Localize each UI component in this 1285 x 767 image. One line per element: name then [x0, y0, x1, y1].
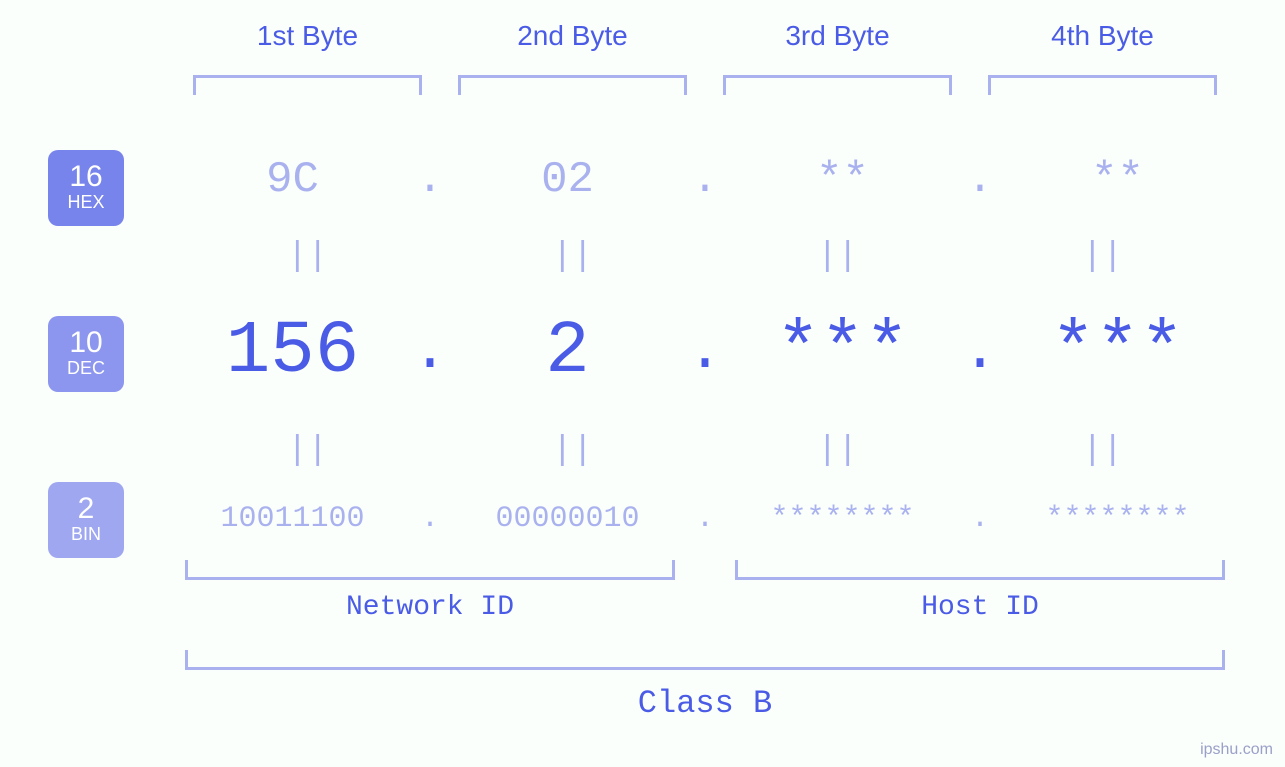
top-bracket-1: [193, 75, 422, 95]
byte-header-1: 1st Byte: [175, 20, 440, 52]
equals-icon: ||: [440, 238, 705, 276]
equals-row-1: || || || ||: [175, 238, 1235, 276]
dot: .: [685, 155, 725, 205]
dot: .: [960, 155, 1000, 205]
bin-byte-4: ********: [1000, 502, 1235, 536]
badge-bin-label: BIN: [71, 524, 101, 546]
dot: .: [410, 318, 450, 386]
hex-row: 9C . 02 . ** . **: [175, 155, 1235, 205]
class-bracket-wrap: [175, 650, 1235, 670]
top-bracket-4: [988, 75, 1217, 95]
equals-icon: ||: [440, 432, 705, 470]
dec-byte-1: 156: [175, 310, 410, 394]
equals-icon: ||: [175, 238, 440, 276]
host-id-label: Host ID: [725, 592, 1235, 623]
class-bracket: [185, 650, 1225, 670]
badge-dec-number: 10: [69, 328, 102, 358]
base-badge-hex: 16 HEX: [48, 150, 124, 226]
class-label: Class B: [175, 685, 1235, 722]
watermark: ipshu.com: [1200, 741, 1273, 759]
byte-headers-row: 1st Byte 2nd Byte 3rd Byte 4th Byte: [175, 20, 1235, 52]
base-badge-bin: 2 BIN: [48, 482, 124, 558]
badge-hex-number: 16: [69, 162, 102, 192]
hex-byte-4: **: [1000, 155, 1235, 205]
base-badge-dec: 10 DEC: [48, 316, 124, 392]
equals-icon: ||: [175, 432, 440, 470]
bin-byte-1: 10011100: [175, 502, 410, 536]
host-bracket: [735, 560, 1225, 580]
bin-byte-2: 00000010: [450, 502, 685, 536]
hex-byte-1: 9C: [175, 155, 410, 205]
dot: .: [685, 502, 725, 536]
nethost-brackets: [175, 560, 1235, 590]
badge-hex-label: HEX: [67, 192, 104, 214]
equals-icon: ||: [705, 238, 970, 276]
dot: .: [960, 318, 1000, 386]
equals-row-2: || || || ||: [175, 432, 1235, 470]
network-bracket: [185, 560, 675, 580]
byte-header-3: 3rd Byte: [705, 20, 970, 52]
equals-icon: ||: [705, 432, 970, 470]
dot: .: [410, 155, 450, 205]
dec-byte-4: ***: [1000, 310, 1235, 394]
dec-row: 156 . 2 . *** . ***: [175, 310, 1235, 394]
byte-header-4: 4th Byte: [970, 20, 1235, 52]
badge-bin-number: 2: [78, 494, 95, 524]
top-bracket-3: [723, 75, 952, 95]
byte-header-2: 2nd Byte: [440, 20, 705, 52]
nethost-labels: Network ID Host ID: [175, 592, 1235, 623]
dec-byte-2: 2: [450, 310, 685, 394]
dec-byte-3: ***: [725, 310, 960, 394]
hex-byte-2: 02: [450, 155, 685, 205]
hex-byte-3: **: [725, 155, 960, 205]
network-id-label: Network ID: [175, 592, 685, 623]
dot: .: [410, 502, 450, 536]
dot: .: [960, 502, 1000, 536]
dot: .: [685, 318, 725, 386]
badge-dec-label: DEC: [67, 358, 105, 380]
equals-icon: ||: [970, 238, 1235, 276]
equals-icon: ||: [970, 432, 1235, 470]
top-brackets: [175, 75, 1235, 105]
bin-row: 10011100 . 00000010 . ******** . *******…: [175, 502, 1235, 536]
top-bracket-2: [458, 75, 687, 95]
bin-byte-3: ********: [725, 502, 960, 536]
